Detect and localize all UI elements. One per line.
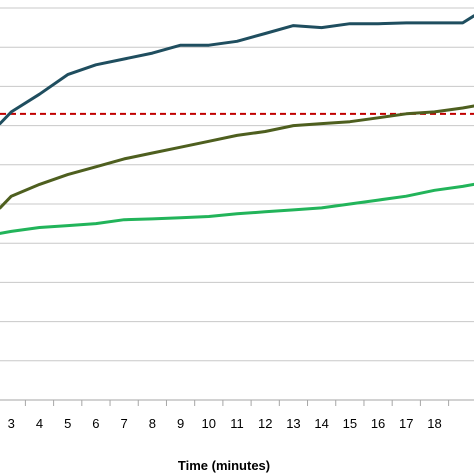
x-tick-label: 13 <box>286 416 300 431</box>
x-tick-label: 18 <box>427 416 441 431</box>
x-tick-label: 14 <box>314 416 328 431</box>
x-tick-label: 5 <box>64 416 71 431</box>
x-axis <box>0 399 474 406</box>
x-tick-label: 15 <box>343 416 357 431</box>
series-line-2 <box>0 104 474 210</box>
x-tick-label: 8 <box>149 416 156 431</box>
x-tick-label: 6 <box>92 416 99 431</box>
x-tick-label: 7 <box>121 416 128 431</box>
x-tick-label: 17 <box>399 416 413 431</box>
series-layer <box>0 14 474 235</box>
x-tick-label: 3 <box>8 416 15 431</box>
x-axis-title: Time (minutes) <box>178 458 270 473</box>
series-line-1 <box>0 14 474 126</box>
x-tick-label: 9 <box>177 416 184 431</box>
x-tick-label: 11 <box>230 416 244 431</box>
x-tick-label: 4 <box>36 416 43 431</box>
gridlines <box>0 7 474 362</box>
x-tick-label: 10 <box>202 416 216 431</box>
x-tick-label: 12 <box>258 416 272 431</box>
series-line-3 <box>0 182 474 235</box>
x-tick-labels: 3 4 5 6 7 8 9 10 11 12 13 14 15 16 17 18 <box>8 416 442 431</box>
x-tick-label: 16 <box>371 416 385 431</box>
